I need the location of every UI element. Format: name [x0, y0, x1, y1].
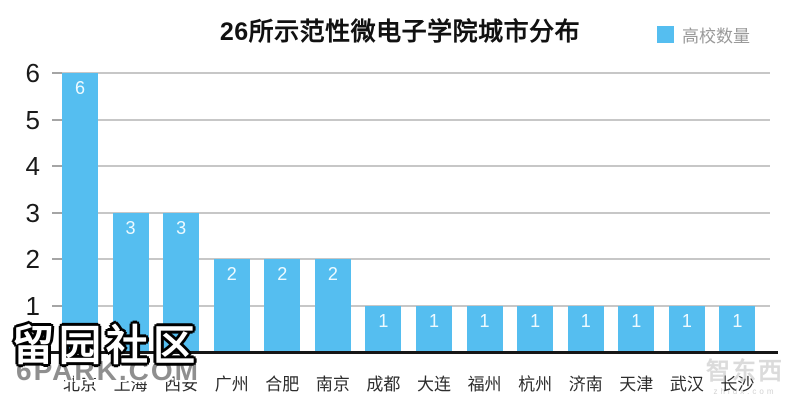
gridline-y-2	[62, 258, 770, 260]
bar-value-label: 2	[327, 264, 338, 284]
bar-合肥: 2	[264, 259, 301, 352]
x-label-福州: 福州	[467, 375, 502, 394]
x-label-长沙: 长沙	[720, 375, 755, 394]
bar-成都: 1	[365, 305, 402, 352]
x-label-南京: 南京	[315, 375, 350, 394]
legend-swatch-icon	[657, 26, 674, 43]
x-label-西安: 西安	[164, 375, 199, 394]
bar-value-label: 3	[176, 217, 187, 238]
bar-value-label: 1	[580, 310, 591, 331]
gridline-y-3	[62, 211, 770, 214]
y-tick-label-4: 4	[25, 151, 40, 181]
bar-北京: 6	[62, 73, 98, 352]
bar-上海: 3	[112, 212, 149, 352]
x-label-成都: 成都	[366, 375, 401, 394]
legend-label: 高校数量	[682, 27, 750, 46]
y-tick-label-3: 3	[25, 197, 40, 228]
bar-value-label: 1	[428, 310, 439, 331]
bar-大连: 1	[416, 305, 452, 352]
chart-title: 26所示范性微电子学院城市分布	[219, 18, 581, 46]
x-axis-line	[50, 351, 778, 354]
bar-福州: 1	[466, 305, 503, 352]
y-tick-label-5: 5	[25, 104, 40, 135]
bar-value-label: 1	[631, 310, 642, 331]
gridline-y-6	[62, 72, 770, 74]
bar-value-label: 1	[530, 310, 541, 331]
y-tick-4	[52, 165, 62, 167]
bar-value-label: 1	[732, 310, 743, 331]
gridline-y-5	[62, 118, 770, 121]
x-label-杭州: 杭州	[518, 375, 553, 394]
bar-value-label: 2	[226, 264, 237, 284]
watermark-source: 智东西 zhidx.com	[695, 358, 795, 396]
watermark-site-url: 6PARK.COM	[16, 355, 200, 386]
bar-value-label: 1	[681, 310, 692, 331]
y-tick-2	[52, 258, 62, 260]
bar-济南: 1	[567, 305, 604, 352]
bar-value-label: 1	[378, 310, 389, 331]
bar-天津: 1	[618, 305, 655, 352]
watermark-source-url: zhidx.com	[713, 386, 777, 396]
x-label-上海: 上海	[113, 375, 148, 394]
watermark-site-name: 留园社区	[12, 322, 201, 369]
x-label-济南: 济南	[568, 375, 603, 394]
bar-杭州: 1	[517, 305, 554, 352]
watermark-source-logo: 智东西	[706, 358, 784, 385]
x-label-武汉: 武汉	[669, 375, 704, 394]
bar-武汉: 1	[668, 305, 705, 352]
gridline-y-4	[62, 165, 770, 167]
x-label-天津: 天津	[619, 375, 654, 394]
x-label-大连: 大连	[417, 375, 451, 394]
legend: 高校数量	[657, 22, 750, 47]
x-label-广州: 广州	[214, 375, 249, 394]
bar-value-label: 2	[277, 264, 288, 284]
bar-value-label: 6	[74, 78, 85, 98]
bar-西安: 3	[163, 212, 200, 352]
bar-value-label: 1	[479, 310, 490, 331]
bar-广州: 2	[213, 259, 250, 352]
y-tick-label-0: 0	[25, 337, 40, 367]
plot-area: 6 3 3 2 2 2 1 1 1 1 1 1 1 1	[62, 72, 770, 352]
bar-长沙: 1	[719, 305, 756, 352]
bar-value-label: 3	[125, 217, 136, 238]
y-tick-5	[52, 118, 62, 121]
y-tick-label-1: 1	[25, 290, 40, 321]
x-label-北京: 北京	[63, 375, 97, 394]
y-tick-6	[52, 72, 62, 74]
y-tick-3	[52, 211, 62, 214]
bar-南京: 2	[314, 259, 351, 352]
y-tick-label-6: 6	[25, 58, 40, 88]
y-tick-1	[52, 304, 62, 307]
x-label-合肥: 合肥	[265, 375, 300, 394]
y-tick-label-2: 2	[25, 244, 40, 274]
